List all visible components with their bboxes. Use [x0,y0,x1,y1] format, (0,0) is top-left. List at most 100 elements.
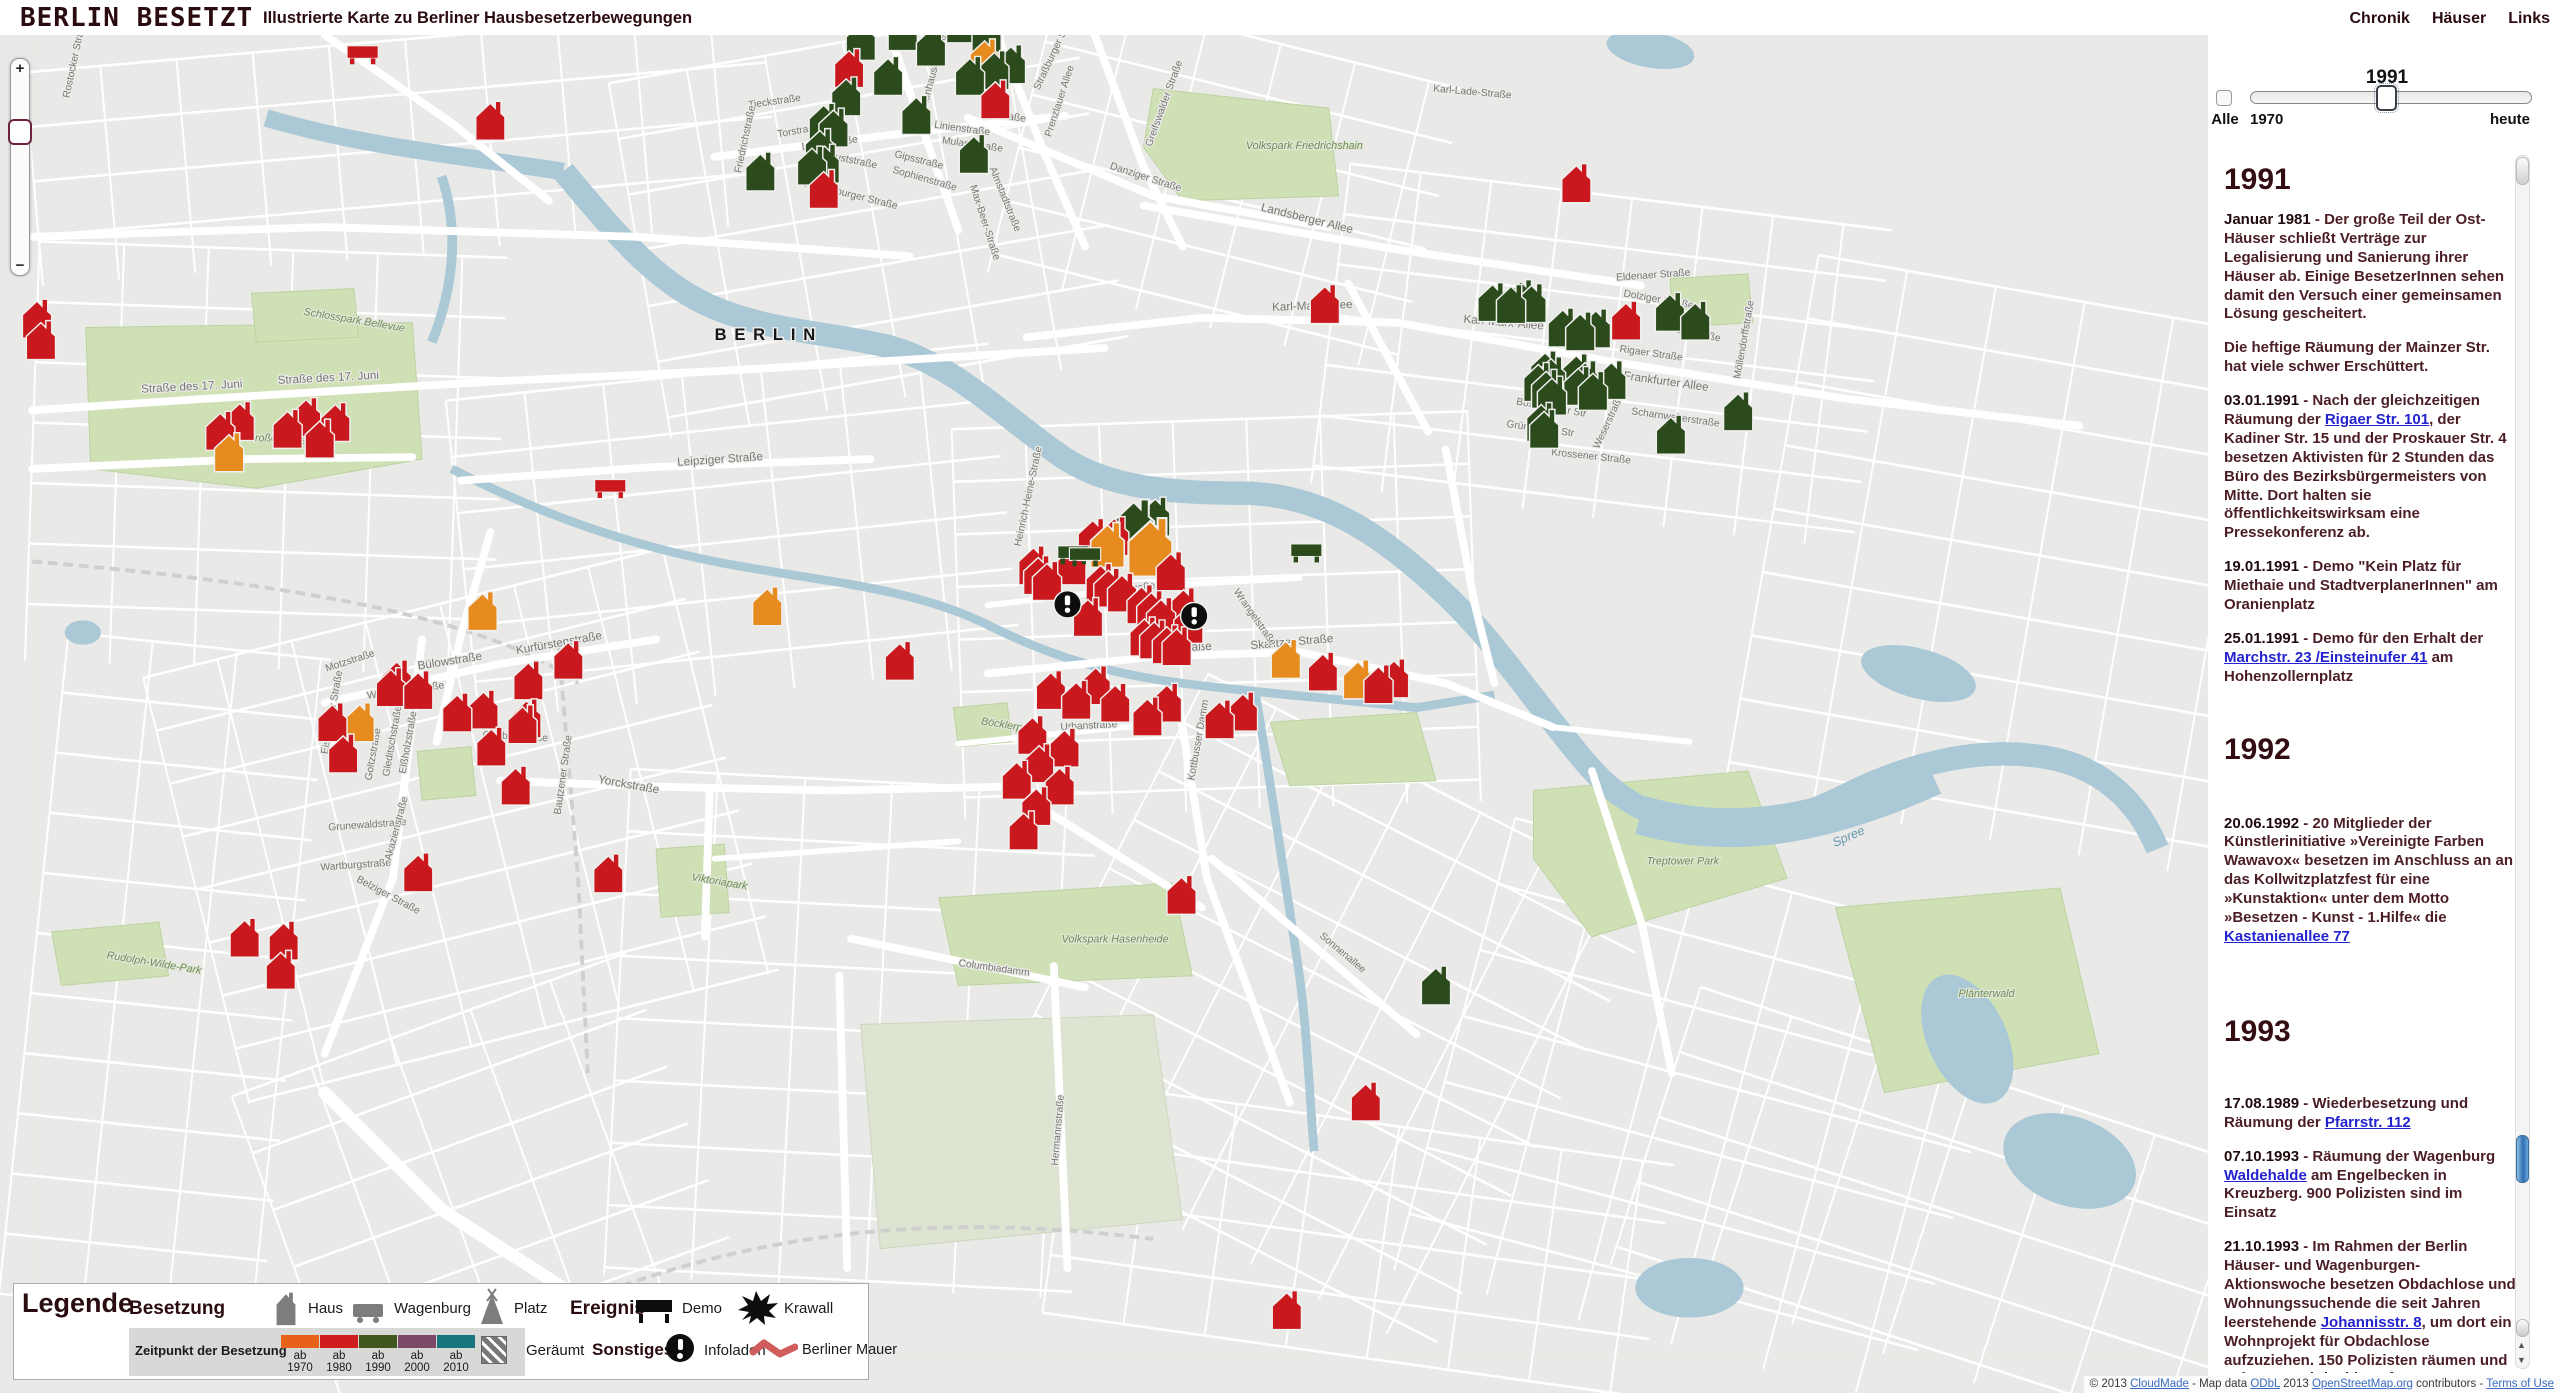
house-marker[interactable] [958,133,990,175]
house-marker[interactable] [1099,682,1131,724]
house-marker[interactable] [830,76,862,117]
house-marker[interactable] [552,639,584,681]
nav-link-häuser[interactable]: Häuser [2431,10,2487,27]
house-marker[interactable] [745,151,776,192]
house-marker[interactable] [467,590,498,632]
house-marker[interactable] [1031,560,1063,602]
sidebar-scrollbar-thumb[interactable] [2516,157,2529,185]
alle-checkbox[interactable] [2216,90,2232,106]
house-marker[interactable] [474,100,506,142]
house-marker[interactable] [1363,664,1394,705]
house-marker[interactable] [915,35,947,67]
house-marker[interactable] [1044,765,1076,806]
house-marker[interactable] [213,432,245,473]
house-marker[interactable] [1564,311,1596,352]
house-marker[interactable] [1008,810,1039,851]
house-marker[interactable] [507,704,538,745]
house-marker[interactable] [1307,651,1339,692]
entry-link[interactable]: Waldehalde [2224,1166,2307,1184]
attribution-link[interactable]: OpenStreetMap.org [2311,1378,2413,1390]
house-marker[interactable] [1161,626,1193,667]
nav-link-links[interactable]: Links [2508,10,2550,27]
house-marker[interactable] [1679,300,1711,341]
house-marker[interactable] [872,55,904,97]
house-marker[interactable] [1536,375,1568,416]
house-marker[interactable] [979,79,1011,120]
entry-link[interactable]: Kastanienallee 77 [2224,927,2350,945]
house-marker[interactable] [884,640,916,682]
entry-link[interactable]: Rigaer Str. 101 [2324,411,2430,429]
house-marker[interactable] [808,168,840,210]
house-marker[interactable] [229,917,261,958]
house-marker[interactable] [475,726,507,767]
demo-marker[interactable] [1068,547,1102,567]
house-marker[interactable] [1227,691,1259,732]
house-marker[interactable] [1350,1081,1382,1122]
zoom-in-button[interactable]: + [15,60,25,77]
house-marker[interactable] [500,765,532,806]
timeline-slider-handle[interactable] [2374,83,2399,113]
house-marker[interactable] [1610,300,1642,341]
house-marker[interactable] [592,853,624,894]
house-marker[interactable] [751,586,783,627]
attribution-link[interactable]: Terms of Use [2486,1378,2554,1390]
infoladen-marker[interactable] [1053,589,1082,619]
house-marker[interactable] [954,55,986,97]
sidebar-scrollbar-blue-thumb[interactable] [2516,1135,2529,1183]
house-marker[interactable] [1309,283,1341,325]
house-marker[interactable] [441,692,473,733]
house-marker[interactable] [1561,162,1592,204]
house-marker[interactable] [304,418,336,459]
house-marker[interactable] [1017,714,1048,756]
house-marker[interactable] [1023,743,1055,784]
house-marker[interactable] [901,94,932,136]
scroll-up-arrow[interactable]: ▲ [2517,1340,2526,1350]
entry-date: 17.08.1989 [2224,1094,2300,1112]
house-marker[interactable] [402,852,434,893]
house-marker[interactable] [327,733,359,774]
house-marker[interactable] [1204,699,1235,740]
house-marker[interactable] [1271,1289,1303,1331]
water-layer [64,35,2169,1318]
zoom-slider-handle[interactable] [8,119,32,145]
entry-text: - Im Rahmen der Berlin Häuser- und Wagen… [2224,1238,2516,1331]
house-marker[interactable] [1722,391,1754,432]
house-marker[interactable] [1577,370,1609,412]
sidebar-scrollbar-track[interactable] [2515,155,2530,1369]
house-marker[interactable] [25,319,57,361]
zoom-out-button[interactable]: − [15,257,25,274]
demo-marker[interactable] [594,478,627,499]
house-marker[interactable] [887,35,919,52]
entry-link[interactable]: Marchstr. 23 /Einsteinufer 41 [2224,648,2428,666]
house-marker[interactable] [945,35,977,44]
house-marker[interactable] [1132,696,1163,737]
infoladen-marker[interactable] [1179,601,1209,631]
house-marker[interactable] [1155,550,1187,592]
demo-marker[interactable] [346,45,379,65]
house-marker[interactable] [1049,727,1080,768]
house-marker[interactable] [513,660,544,701]
map-canvas[interactable]: Rostocker StraßeTieckstraßeTorstraßeTors… [0,35,2560,1393]
house-marker[interactable] [265,949,297,991]
house-marker[interactable] [402,669,434,711]
nav-link-chronik[interactable]: Chronik [2349,10,2410,27]
entry-link[interactable]: Pfarrstr. 112 [2324,1113,2411,1131]
sonstiges-label: Sonstiges [592,1340,674,1359]
house-marker[interactable] [1060,679,1092,721]
house-marker[interactable] [1655,414,1687,455]
house-marker[interactable] [1495,283,1527,325]
scroll-down-arrow[interactable]: ▼ [2517,1355,2526,1365]
house-marker[interactable] [1420,965,1452,1006]
demo-marker[interactable] [1290,543,1323,563]
house-marker[interactable] [468,689,499,730]
house-marker[interactable] [317,702,348,743]
entry-link[interactable]: Johannisstr. 8 [2320,1313,2422,1331]
house-marker[interactable] [1166,874,1197,916]
house-marker[interactable] [1270,638,1302,680]
house-marker[interactable] [344,702,376,743]
attribution-link[interactable]: ODbL [2250,1378,2280,1390]
house-marker[interactable] [1001,759,1033,801]
attribution-link[interactable]: CloudMade [2130,1378,2189,1390]
house-marker[interactable] [272,408,303,450]
house-marker[interactable] [1528,408,1560,450]
